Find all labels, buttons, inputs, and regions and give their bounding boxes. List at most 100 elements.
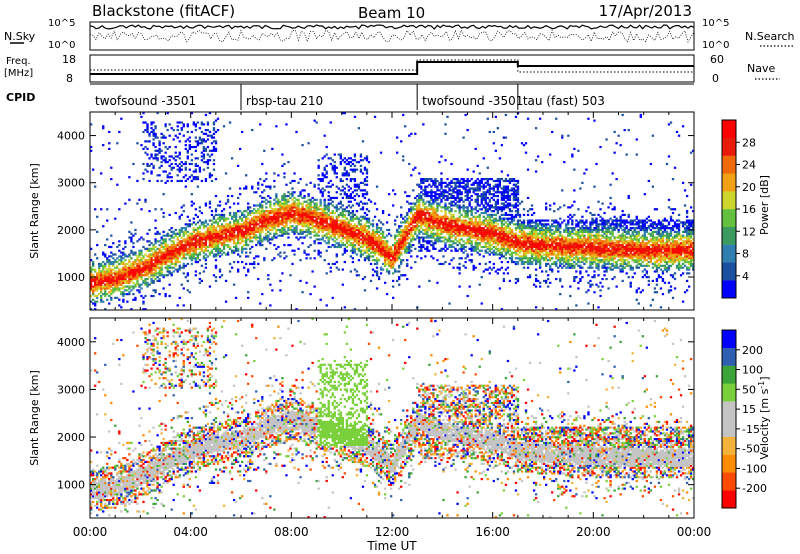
- power-cell: [367, 259, 371, 262]
- power-cell: [496, 210, 500, 213]
- power-cell: [357, 259, 361, 262]
- power-cell: [174, 134, 177, 137]
- power-cell: [261, 223, 264, 226]
- power-cell: [259, 242, 262, 245]
- power-cell: [472, 221, 475, 224]
- power-cell: [396, 234, 399, 237]
- power-cell: [446, 206, 449, 209]
- power-cell: [490, 251, 493, 254]
- power-cell: [116, 277, 119, 281]
- power-cell: [474, 217, 477, 220]
- power-cell: [456, 240, 459, 243]
- power-cell: [178, 242, 181, 245]
- power-cell: [164, 157, 167, 160]
- power-cell: [432, 202, 435, 205]
- power-cell: [458, 272, 461, 275]
- power-cell: [464, 185, 467, 188]
- power-cell: [450, 179, 453, 183]
- power-cell: [90, 281, 93, 284]
- power-cell: [269, 200, 272, 203]
- power-cell: [156, 251, 159, 254]
- power-cell: [414, 227, 417, 230]
- power-cell: [279, 206, 282, 209]
- power-cell: [363, 183, 367, 186]
- power-cell: [432, 223, 435, 226]
- power-cell: [273, 198, 276, 201]
- power-cell: [303, 236, 306, 239]
- power-cell: [184, 147, 187, 151]
- power-cell: [170, 257, 173, 260]
- power-cell: [108, 302, 111, 305]
- power-cell: [406, 277, 409, 281]
- power-cell: [367, 210, 371, 213]
- power-cell: [333, 166, 336, 169]
- power-cell: [402, 232, 405, 235]
- power-cell: [331, 221, 334, 224]
- power-cell: [212, 245, 216, 249]
- power-cell: [333, 161, 336, 164]
- power-cell: [212, 221, 216, 224]
- power-cell: [343, 161, 346, 164]
- power-cell: [311, 200, 314, 203]
- power-cell: [128, 270, 131, 273]
- power-cell: [293, 253, 296, 256]
- power-cell: [327, 181, 330, 184]
- power-cell: [394, 238, 397, 241]
- power-cell: [140, 262, 143, 266]
- power-cell: [434, 210, 437, 213]
- power-cell: [325, 304, 328, 307]
- power-cell: [222, 238, 226, 241]
- power-cell: [385, 234, 389, 237]
- power-cell: [108, 283, 111, 286]
- power-cell: [476, 215, 479, 218]
- power-cell: [210, 236, 214, 239]
- power-cell: [492, 189, 495, 192]
- power-cell: [434, 208, 437, 211]
- power-cell: [474, 221, 477, 224]
- power-cell: [303, 215, 306, 218]
- power-cell: [222, 244, 226, 247]
- power-cell: [357, 127, 361, 130]
- power-cell: [194, 140, 198, 143]
- power-cell: [377, 251, 381, 254]
- beam-title: Beam 10: [358, 4, 425, 22]
- power-cell: [440, 198, 443, 201]
- power-cell: [375, 185, 379, 188]
- power-cell: [379, 221, 383, 224]
- power-cell: [476, 193, 479, 196]
- power-cell: [118, 240, 121, 243]
- power-cell: [502, 232, 506, 235]
- power-cell: [335, 185, 338, 188]
- power-cell: [267, 200, 270, 203]
- power-cell: [251, 128, 254, 132]
- power-cell: [305, 200, 308, 203]
- power-cell: [418, 172, 421, 175]
- power-cell: [438, 217, 441, 220]
- power-cell: [110, 255, 113, 258]
- power-cell: [410, 219, 413, 222]
- power-cell: [375, 266, 379, 269]
- power-cell: [377, 240, 381, 243]
- power-cell: [323, 259, 326, 262]
- power-cell: [387, 255, 391, 258]
- power-cell: [379, 242, 383, 245]
- power-cell: [170, 274, 173, 277]
- power-cell: [504, 227, 508, 230]
- power-cell: [331, 166, 334, 169]
- power-cell: [90, 270, 93, 273]
- power-cell: [478, 223, 481, 226]
- power-cell: [331, 215, 334, 218]
- power-cell: [192, 255, 195, 258]
- power-cell: [311, 219, 314, 222]
- power-cell: [462, 228, 465, 232]
- power-cell: [341, 174, 344, 177]
- power-cell: [212, 236, 216, 239]
- power-cell: [365, 232, 369, 235]
- power-cell: [182, 176, 185, 179]
- power-cell: [152, 266, 155, 269]
- power-cell: [359, 200, 363, 203]
- power-cell: [134, 283, 137, 286]
- power-cell: [313, 230, 316, 233]
- power-cell: [442, 225, 445, 228]
- power-cell: [148, 257, 151, 260]
